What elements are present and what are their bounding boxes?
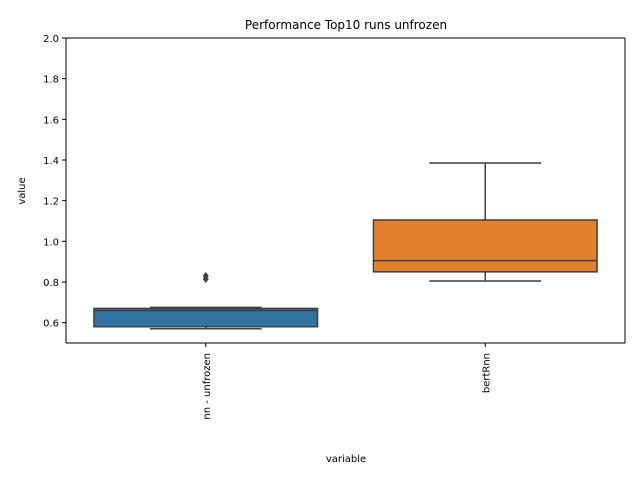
x-axis-label: variable	[326, 454, 366, 465]
y-tick-label: 1.0	[43, 237, 59, 248]
x-tick-label: bertRnn	[481, 353, 492, 393]
plot-area	[93, 162, 598, 330]
y-tick-label: 1.2	[43, 197, 59, 208]
axes: 0.6 0.8 1.0 1.2 1.4 1.6 1.8 2.0 nn - unfrozen ber…	[43, 34, 626, 420]
x-tick-label: nn - unfrozen	[202, 353, 213, 420]
box-iqr	[372, 219, 598, 273]
chart-title: Performance Top10 runs unfrozen	[245, 18, 447, 32]
outlier-point	[202, 271, 209, 280]
y-tick-label: 0.6	[43, 319, 59, 330]
y-tick-label: 1.8	[43, 75, 59, 86]
y-axis-label: value	[17, 177, 28, 204]
y-tick-label: 1.6	[43, 115, 59, 126]
box-iqr	[93, 307, 319, 328]
y-tick-label: 1.4	[43, 156, 59, 167]
y-tick-label: 0.8	[43, 278, 59, 289]
y-tick-label: 2.0	[43, 34, 59, 45]
